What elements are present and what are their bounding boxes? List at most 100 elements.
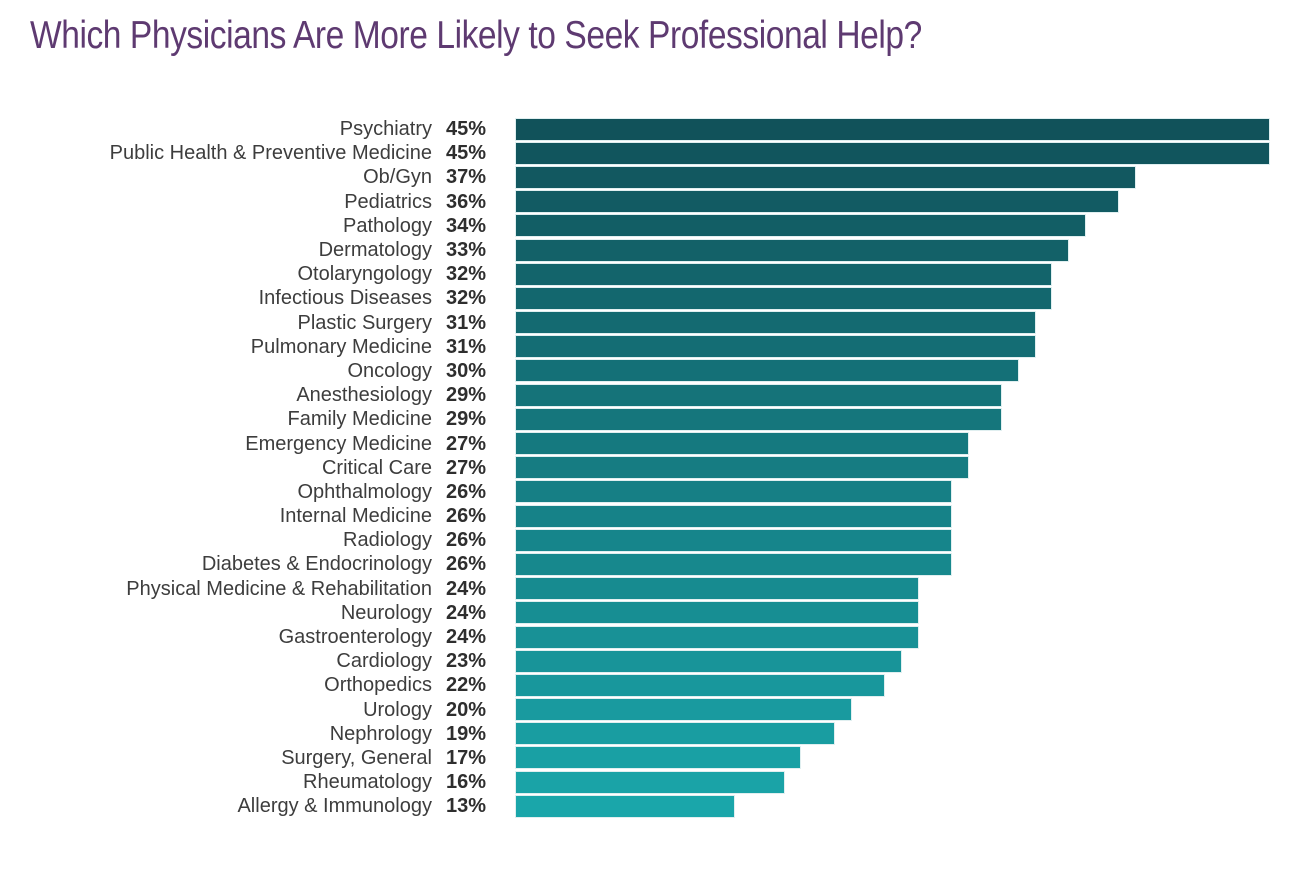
bar [516, 142, 1269, 164]
category-label: Allergy & Immunology [237, 795, 432, 818]
category-label: Oncology [347, 359, 433, 382]
chart-row: Oncology 30% [0, 359, 1290, 383]
bar [516, 263, 1052, 285]
value-label: 45% [446, 118, 487, 141]
chart-row: Internal Medicine 26% [0, 504, 1290, 528]
chart-row: Orthopedics 22% [0, 673, 1290, 697]
value-label: 26% [446, 529, 487, 552]
bar [516, 771, 784, 793]
chart-row: Urology 20% [0, 698, 1290, 722]
chart-row: Gastroenterology 24% [0, 625, 1290, 649]
value-label: 26% [446, 480, 487, 503]
category-label: Urology [363, 698, 432, 721]
value-label: 23% [446, 650, 487, 673]
category-label: Cardiology [336, 650, 432, 673]
category-label: Pathology [343, 214, 432, 237]
category-label: Infectious Diseases [258, 287, 432, 310]
category-label: Orthopedics [324, 674, 432, 697]
bar-chart: Psychiatry 45% Public Health & Preventive … [0, 117, 1290, 818]
category-label: Dermatology [318, 239, 432, 262]
bar [516, 795, 734, 817]
chart-row: Ophthalmology 26% [0, 480, 1290, 504]
bar [516, 674, 885, 696]
value-label: 27% [446, 432, 487, 455]
bar [516, 699, 851, 721]
chart-row: Family Medicine 29% [0, 407, 1290, 431]
value-label: 27% [446, 456, 487, 479]
value-label: 29% [446, 408, 487, 431]
value-label: 31% [446, 335, 487, 358]
chart-row: Pathology 34% [0, 214, 1290, 238]
chart-row: Rheumatology 16% [0, 770, 1290, 794]
value-label: 34% [446, 214, 487, 237]
bar [516, 626, 918, 648]
value-label: 26% [446, 505, 487, 528]
chart-row: Pediatrics 36% [0, 190, 1290, 214]
category-label: Emergency Medicine [245, 432, 432, 455]
bar [516, 553, 952, 575]
value-label: 45% [446, 142, 487, 165]
chart-row: Diabetes & Endocrinology 26% [0, 552, 1290, 576]
value-label: 30% [446, 359, 487, 382]
chart-row: Radiology 26% [0, 528, 1290, 552]
bar [516, 336, 1035, 358]
chart-title: Which Physicians Are More Likely to Seek… [30, 14, 922, 57]
value-label: 24% [446, 626, 487, 649]
category-label: Otolaryngology [297, 263, 432, 286]
chart-row: Otolaryngology 32% [0, 262, 1290, 286]
category-label: Nephrology [329, 722, 432, 745]
chart-row: Pulmonary Medicine 31% [0, 335, 1290, 359]
bar [516, 384, 1002, 406]
category-label: Anesthesiology [296, 384, 432, 407]
chart-row: Dermatology 33% [0, 238, 1290, 262]
value-label: 17% [446, 746, 487, 769]
bar [516, 529, 952, 551]
category-label: Ophthalmology [297, 480, 432, 503]
bar [516, 578, 918, 600]
category-label: Gastroenterology [278, 626, 432, 649]
category-label: Plastic Surgery [297, 311, 433, 334]
value-label: 26% [446, 553, 487, 576]
chart-row: Nephrology 19% [0, 722, 1290, 746]
bar [516, 312, 1035, 334]
bar [516, 215, 1085, 237]
category-label: Pediatrics [344, 190, 432, 213]
category-label: Rheumatology [303, 771, 432, 794]
category-label: Physical Medicine & Rehabilitation [126, 577, 432, 600]
value-label: 29% [446, 384, 487, 407]
value-label: 16% [446, 771, 487, 794]
value-label: 32% [446, 287, 487, 310]
bar [516, 723, 834, 745]
category-label: Diabetes & Endocrinology [201, 553, 432, 576]
bar [516, 481, 952, 503]
value-label: 32% [446, 263, 487, 286]
chart-row: Critical Care 27% [0, 456, 1290, 480]
bar [516, 457, 968, 479]
bar [516, 650, 901, 672]
value-label: 13% [446, 795, 487, 818]
chart-row: Ob/Gyn 37% [0, 165, 1290, 189]
category-label: Pulmonary Medicine [250, 335, 432, 358]
bar [516, 602, 918, 624]
chart-row: Neurology 24% [0, 601, 1290, 625]
category-label: Ob/Gyn [363, 166, 432, 189]
bar [516, 191, 1119, 213]
category-label: Radiology [343, 529, 432, 552]
category-label: Psychiatry [339, 118, 432, 141]
value-label: 33% [446, 239, 487, 262]
bar [516, 360, 1018, 382]
bar [516, 166, 1136, 188]
bar [516, 433, 968, 455]
bar [516, 408, 1002, 430]
chart-row: Surgery, General 17% [0, 746, 1290, 770]
bar [516, 287, 1052, 309]
value-label: 19% [446, 722, 487, 745]
value-label: 36% [446, 190, 487, 213]
category-label: Surgery, General [281, 746, 432, 769]
chart-row: Allergy & Immunology 13% [0, 794, 1290, 818]
category-label: Family Medicine [287, 408, 432, 431]
category-label: Neurology [340, 601, 432, 624]
value-label: 37% [446, 166, 487, 189]
value-label: 22% [446, 674, 487, 697]
